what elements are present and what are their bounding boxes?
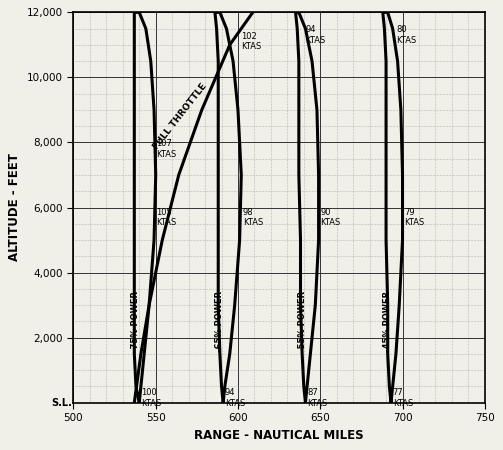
Text: 87
KTAS: 87 KTAS [307, 388, 327, 408]
Text: 90
KTAS: 90 KTAS [320, 207, 341, 227]
Text: -75% POWER: -75% POWER [131, 291, 140, 352]
X-axis label: RANGE - NAUTICAL MILES: RANGE - NAUTICAL MILES [194, 429, 364, 441]
Text: 100
KTAS: 100 KTAS [141, 388, 161, 408]
Text: -65% POWER: -65% POWER [215, 291, 224, 352]
Text: -55% POWER: -55% POWER [298, 291, 307, 352]
Text: 105
KTAS: 105 KTAS [156, 207, 176, 227]
Text: 107
KTAS: 107 KTAS [156, 139, 176, 159]
Y-axis label: ALTITUDE - FEET: ALTITUDE - FEET [9, 153, 21, 261]
Text: -45% POWER: -45% POWER [383, 291, 392, 352]
Text: 102
KTAS: 102 KTAS [241, 32, 262, 51]
Text: 77
KTAS: 77 KTAS [393, 388, 413, 408]
Text: S.L.: S.L. [51, 398, 72, 408]
Text: 94
KTAS: 94 KTAS [305, 25, 325, 45]
Text: FULL THROTTLE: FULL THROTTLE [152, 81, 209, 151]
Text: 94
KTAS: 94 KTAS [225, 388, 245, 408]
Text: 80
KTAS: 80 KTAS [396, 25, 416, 45]
Text: 79
KTAS: 79 KTAS [404, 207, 425, 227]
Text: 98
KTAS: 98 KTAS [243, 207, 263, 227]
